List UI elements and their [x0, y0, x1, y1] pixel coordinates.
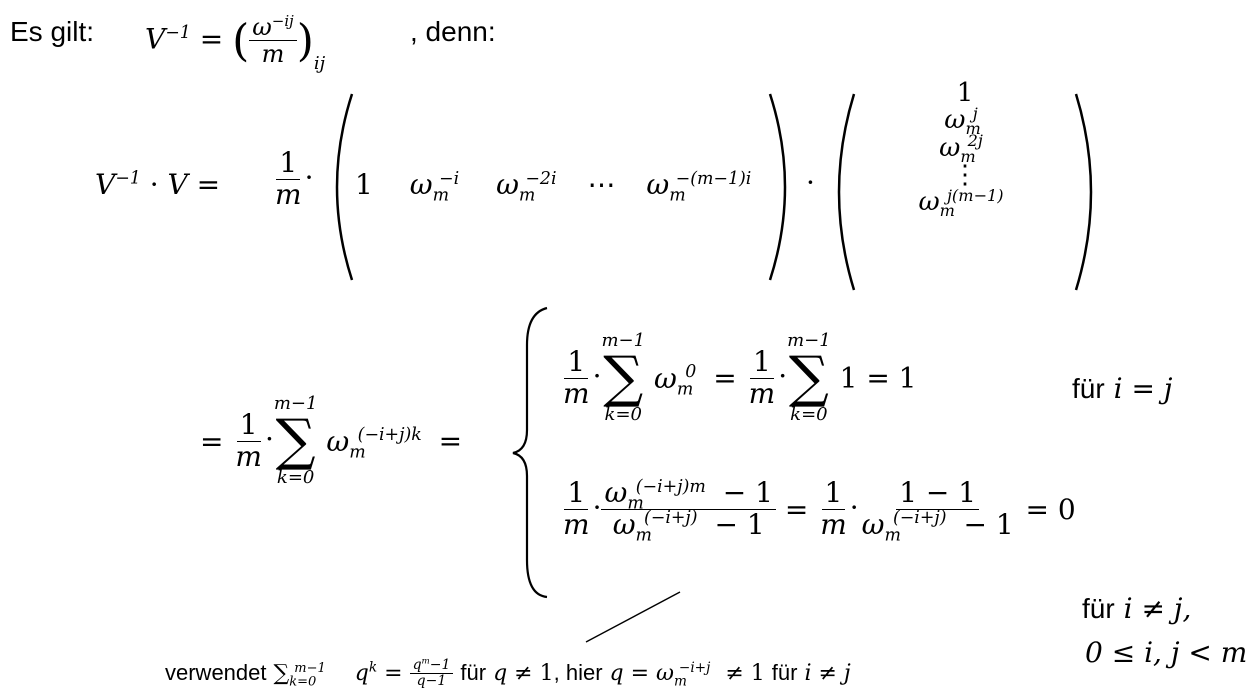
one-over-m-frac: 1 m · — [275, 146, 314, 211]
left-paren-col — [837, 93, 856, 291]
cases-brace — [512, 306, 548, 599]
dot-between: · — [806, 166, 815, 199]
case-equal: 1 m · m−1 ∑ k=0 ωm0 = 1 m · m−1 ∑ k=0 1 = 1 — [563, 330, 917, 425]
product-lhs: V−1 · V = — [95, 168, 221, 201]
row-vector: 1 ωm−i ωm−2i ⋯ ωm−(m−1)i — [355, 168, 752, 206]
sum-expression: = 1 m · m−1 ∑ k=0 ωm(−i+j)k = — [200, 393, 463, 488]
right-paren-col — [1074, 93, 1093, 291]
right-paren-row — [768, 93, 787, 281]
case-equal-condition: für i = j — [1072, 372, 1173, 405]
column-vector: 1 ωmj ωm2j ⋮ ωmj(m−1) — [918, 78, 1004, 221]
index-range: 0 ≤ i, j < m — [1085, 636, 1248, 669]
case-unequal-condition: für i ≠ j, — [1082, 592, 1192, 625]
annotation-pointer — [585, 591, 681, 643]
intro-label: Es gilt: — [10, 16, 95, 47]
v-inverse-definition: V−1 = (ω−ij m)ij — [145, 12, 326, 74]
left-paren-row — [335, 93, 354, 281]
footnote: verwendet ∑k=0m−1 qk = qm−1 q−1 für q ≠ 1… — [165, 656, 851, 690]
intro-suffix: , denn: — [410, 16, 496, 47]
